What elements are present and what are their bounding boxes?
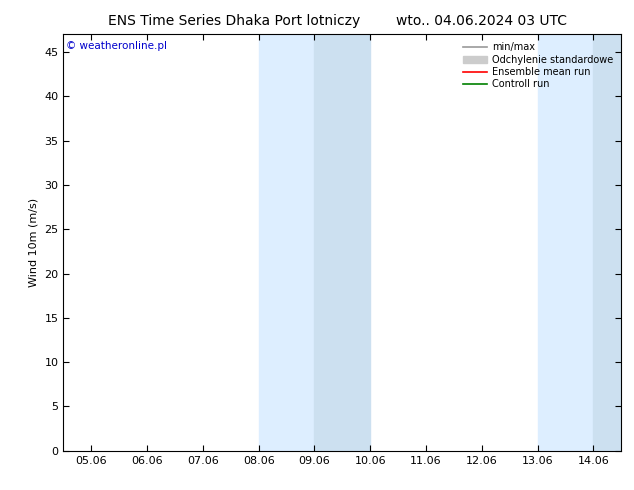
Text: © weatheronline.pl: © weatheronline.pl — [66, 41, 167, 50]
Bar — [538, 34, 593, 451]
Text: ENS Time Series Dhaka Port lotniczy: ENS Time Series Dhaka Port lotniczy — [108, 14, 361, 28]
Legend: min/max, Odchylenie standardowe, Ensemble mean run, Controll run: min/max, Odchylenie standardowe, Ensembl… — [460, 39, 616, 92]
Y-axis label: Wind 10m (m/s): Wind 10m (m/s) — [29, 198, 39, 287]
Bar — [314, 34, 370, 451]
Bar — [593, 34, 621, 451]
Text: wto.. 04.06.2024 03 UTC: wto.. 04.06.2024 03 UTC — [396, 14, 567, 28]
Bar — [259, 34, 314, 451]
